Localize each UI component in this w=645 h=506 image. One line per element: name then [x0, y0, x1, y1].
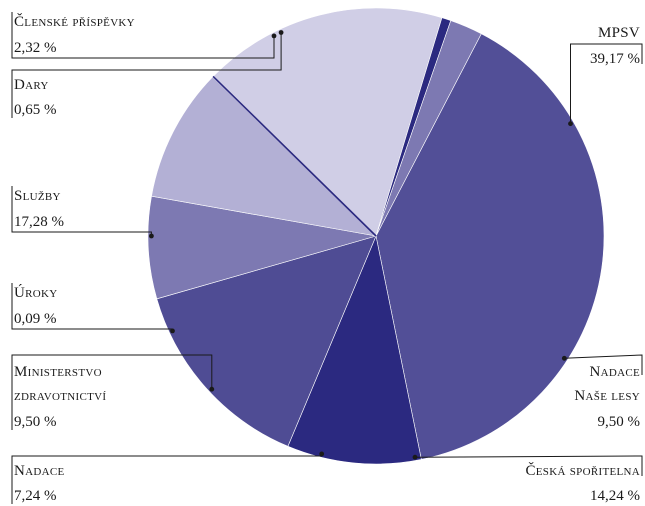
slice-value-text: 0,65 %	[14, 102, 57, 118]
pie-slice-ministerstvo-zdravotnictvi	[151, 76, 377, 237]
pie-label-ceska-sporitelna: Česká spořitelna 14,24 %	[412, 454, 643, 504]
pie-label-nadace-nase-lesy: Nadace Naše lesy 9,50 %	[561, 354, 643, 430]
leader-dot	[278, 30, 284, 35]
pie-slice-mpsv	[375, 33, 605, 460]
slice-value-text: 14,24 %	[590, 488, 640, 504]
pie-slice-clenske-prispevky	[375, 20, 482, 237]
leader-line	[11, 283, 173, 330]
leader-dot	[568, 121, 573, 127]
pie-slice-sluzby	[213, 7, 443, 237]
pie-slice-nadace	[147, 195, 377, 300]
slice-label-text: zdravotnictví	[14, 388, 106, 404]
leader-dot	[561, 355, 567, 361]
leader-dot	[170, 328, 175, 334]
pie-slice-nadace-nase-lesy	[287, 234, 422, 465]
pie-label-sluzby: Služby 17,28 %	[11, 186, 154, 239]
pie-label-nadace: Nadace 7,24 %	[11, 451, 325, 504]
leader-line	[564, 354, 643, 375]
slice-label-text: Dary	[14, 77, 49, 93]
slice-value-text: 17,28 %	[14, 214, 64, 230]
leader-dot	[412, 454, 418, 460]
pie-labels: MPSV 39,17 % Nadace Naše lesy 9,50 % Česká sp…	[11, 12, 643, 504]
slice-label-text: Nadace	[14, 463, 65, 479]
slice-label-text: Služby	[14, 188, 61, 204]
slice-label-text: MPSV	[598, 25, 640, 41]
slice-value-text: 9,50 %	[14, 414, 57, 430]
pie-label-ministerstvo-zdravotnictvi: Ministerstvo zdravotnictví 9,50 %	[11, 354, 215, 430]
leader-dot	[271, 33, 277, 39]
pie-label-clenske-prispevky: Členské příspěvky 2,32 %	[11, 12, 277, 59]
slice-value-text: 0,09 %	[14, 311, 57, 327]
slice-value-text: 39,17 %	[590, 51, 640, 67]
pie-label-uroky: Úroky 0,09 %	[11, 283, 175, 334]
slice-value-text: 2,32 %	[14, 40, 57, 56]
leader-line	[11, 12, 275, 59]
slice-label-text: Ministerstvo	[14, 364, 102, 380]
leader-dot	[149, 233, 154, 239]
leader-line	[414, 455, 643, 476]
slice-value-text: 9,50 %	[598, 414, 641, 430]
leader-line	[11, 32, 282, 118]
slice-label-text: Členské příspěvky	[14, 13, 135, 30]
slice-value-text: 7,24 %	[14, 488, 57, 504]
pie-slice-line-uroky	[212, 75, 377, 237]
pie-label-dary: Dary 0,65 %	[11, 30, 284, 118]
slice-label-text: Nadace	[589, 364, 640, 380]
leader-dot	[319, 451, 325, 457]
slice-label-text: Česká spořitelna	[525, 462, 640, 479]
slice-label-text: Naše lesy	[574, 388, 640, 404]
pie-slices	[147, 7, 605, 465]
pie-slice-ceska-sporitelna	[156, 235, 377, 447]
slice-label-text: Úroky	[14, 284, 58, 301]
leader-line	[570, 43, 643, 124]
leader-line	[11, 354, 213, 430]
pie-label-mpsv: MPSV 39,17 %	[568, 25, 643, 127]
leader-dot	[209, 386, 215, 392]
